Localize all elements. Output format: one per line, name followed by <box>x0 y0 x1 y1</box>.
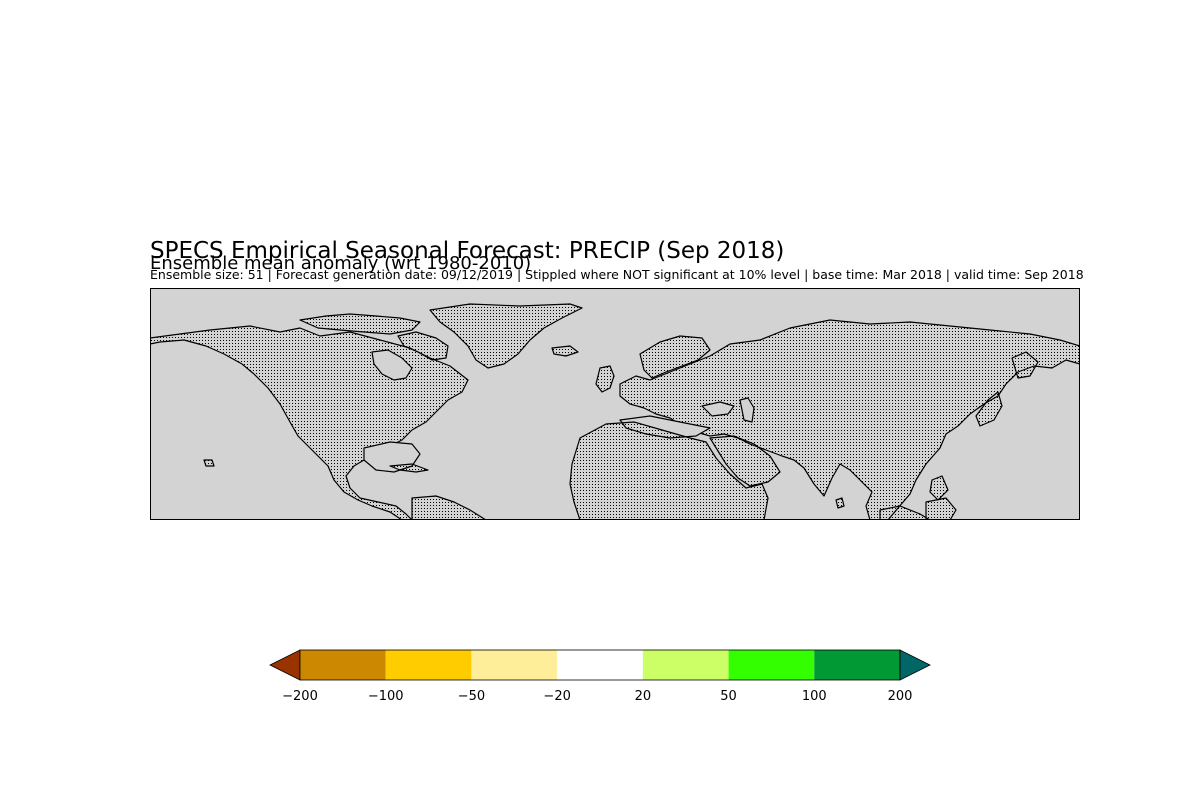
land-japan <box>975 391 1003 427</box>
colorbar-bin <box>471 650 558 680</box>
map-subtitle: Ensemble mean anomaly (wrt 1980-2010) <box>150 253 532 274</box>
colorbar-over-arrow <box>899 649 931 681</box>
land-philippines <box>929 475 949 501</box>
land-borneo <box>925 497 957 520</box>
land-arctic-islands <box>299 313 421 335</box>
colorbar-tick-label: 50 <box>720 689 737 704</box>
colorbar-tick-label: −100 <box>367 689 404 704</box>
colorbar-graphic <box>269 649 931 681</box>
colorbar-bin <box>642 650 729 680</box>
colorbar-tick-label: −200 <box>282 689 318 704</box>
land-scandinavia <box>639 335 711 379</box>
hudson-bay <box>371 349 413 381</box>
colorbar-bin <box>814 650 900 680</box>
land-africa <box>569 421 769 520</box>
colorbar-bin <box>728 650 815 680</box>
colorbar-tick-label: 100 <box>801 689 827 704</box>
colorbar-bin <box>385 650 472 680</box>
colorbar-bin <box>557 650 643 680</box>
colorbar-tick-label: −20 <box>543 689 571 704</box>
land-south-america <box>411 495 487 520</box>
land-kamchatka <box>1011 351 1039 379</box>
land-arabia <box>709 435 781 487</box>
colorbar-frame <box>299 649 901 681</box>
black-sea <box>701 401 735 417</box>
colorbar <box>268 648 932 682</box>
map-title: SPECS Empirical Seasonal Forecast: PRECI… <box>150 238 785 264</box>
land-sumatra <box>879 505 931 520</box>
coastlines <box>150 303 1080 520</box>
caspian-sea <box>739 397 755 423</box>
colorbar-under-arrow <box>269 649 301 681</box>
land-greenland <box>429 303 583 369</box>
land-britain <box>595 365 615 393</box>
world-map <box>150 288 1080 520</box>
colorbar-bin <box>300 650 386 680</box>
colorbar-tick-label: −50 <box>457 689 486 704</box>
colorbar-tick-label: 20 <box>634 689 652 704</box>
land-cuba <box>389 463 429 473</box>
map-border <box>150 288 1080 520</box>
land-sri-lanka <box>835 497 845 509</box>
land-iceland <box>551 345 579 357</box>
land-baffin <box>397 331 449 361</box>
land-hawaii <box>203 459 215 467</box>
colorbar-tick-label: 200 <box>887 689 913 704</box>
forecast-info-line: Ensemble size: 51 | Forecast generation … <box>150 267 1084 282</box>
